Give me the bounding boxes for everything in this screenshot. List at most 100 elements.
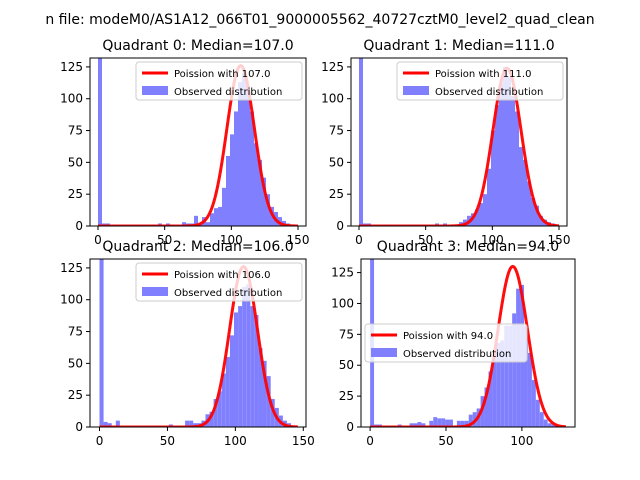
histogram-bar xyxy=(230,134,234,226)
x-tick-label: 100 xyxy=(481,233,504,247)
histogram-bar xyxy=(539,215,543,226)
histogram-bar xyxy=(254,315,259,427)
poisson-curve xyxy=(97,64,299,226)
histogram-bar xyxy=(189,420,194,427)
x-tick-label: 100 xyxy=(510,434,533,448)
histogram-bar xyxy=(464,420,469,427)
histogram-bar xyxy=(206,222,210,226)
legend-label-observed: Observed distribution xyxy=(174,87,282,98)
histogram-bar xyxy=(409,423,414,427)
legend-label-poisson: Poission with 111.0 xyxy=(435,69,531,80)
legend: Poission with 107.0 Observed distribution xyxy=(135,61,303,101)
y-tick-label: 0 xyxy=(75,219,83,233)
x-tick-label: 0 xyxy=(96,434,104,448)
histogram-bar xyxy=(483,194,487,226)
histogram-bar xyxy=(266,194,270,226)
histogram-bar xyxy=(535,399,540,427)
axes-frame xyxy=(360,258,576,428)
legend-label-poisson: Poission with 94.0 xyxy=(403,331,493,342)
y-tick-label: 125 xyxy=(331,266,354,280)
y-tick-label: 75 xyxy=(339,327,354,341)
histogram-bar xyxy=(254,143,258,226)
legend-patch-swatch xyxy=(142,86,168,95)
histogram-bar xyxy=(226,156,230,226)
y-tick-label: 75 xyxy=(68,124,83,138)
histogram-bar xyxy=(512,313,517,427)
histogram-bar xyxy=(531,198,535,226)
histogram-bar xyxy=(503,66,507,226)
histogram-bar xyxy=(234,111,238,226)
y-tick-label: 75 xyxy=(68,325,83,339)
poisson-curve xyxy=(98,265,299,427)
histogram-bar xyxy=(421,423,426,427)
histogram-bar xyxy=(417,422,422,427)
x-tick-label: 50 xyxy=(418,233,433,247)
histogram-bar xyxy=(488,371,493,427)
y-tick-label: 50 xyxy=(68,356,83,370)
x-tick-label: 0 xyxy=(366,434,374,448)
legend-box xyxy=(135,262,303,302)
histogram-bar xyxy=(433,417,438,427)
histogram-bar xyxy=(511,96,515,226)
legend-patch-swatch xyxy=(371,348,397,357)
histogram-bar xyxy=(508,325,513,427)
histogram-bar xyxy=(504,325,509,427)
y-tick-label: 25 xyxy=(329,187,344,201)
histogram-bar xyxy=(492,350,497,427)
histogram-bar xyxy=(107,423,112,427)
y-tick-label: 100 xyxy=(60,293,83,307)
histogram-bar xyxy=(484,387,489,427)
histogram-bar xyxy=(214,208,218,226)
y-tick-label: 0 xyxy=(336,219,344,233)
legend-box xyxy=(135,61,303,101)
histogram-bar xyxy=(242,73,246,226)
histogram-bar xyxy=(262,360,267,427)
axes-frame xyxy=(89,258,307,428)
x-tick-label: 150 xyxy=(292,434,315,448)
histogram-bar xyxy=(250,111,254,226)
histogram-bar xyxy=(495,105,499,226)
histogram-bar xyxy=(246,86,250,226)
histogram-bar xyxy=(479,203,483,226)
subplot-title: Quadrant 1: Median=111.0 xyxy=(363,38,554,54)
plot-area xyxy=(97,58,299,226)
y-tick-label: 75 xyxy=(329,124,344,138)
histogram-bar xyxy=(535,205,539,226)
histogram-bar xyxy=(480,396,485,427)
poisson-curve xyxy=(369,264,567,427)
y-tick-label: 100 xyxy=(321,92,344,106)
y-tick-label: 50 xyxy=(339,358,354,372)
histogram-bar xyxy=(449,419,453,427)
y-tick-label: 25 xyxy=(68,388,83,402)
histogram-bar xyxy=(487,168,491,226)
figure-suptitle: n file: modeM0/AS1A12_066T01_9000005562_… xyxy=(45,12,594,28)
histogram-bar xyxy=(225,357,230,427)
histogram-bar xyxy=(499,83,503,226)
histogram-bar xyxy=(539,412,544,427)
legend-label-observed: Observed distribution xyxy=(174,288,282,299)
legend: Poission with 94.0 Observed distribution xyxy=(364,323,528,363)
histogram-bar xyxy=(523,159,527,226)
histogram-bar xyxy=(543,419,548,427)
histogram-bar xyxy=(213,399,218,427)
histogram-bar xyxy=(234,312,239,427)
histogram-bar xyxy=(527,352,532,427)
histogram-bar xyxy=(246,284,251,427)
y-tick-label: 125 xyxy=(60,60,83,74)
x-tick-label: 100 xyxy=(224,434,247,448)
histogram-bar xyxy=(262,177,266,226)
legend-patch-swatch xyxy=(403,86,429,95)
legend: Poission with 111.0 Observed distribution xyxy=(396,61,564,101)
histogram-bar xyxy=(242,287,247,427)
histogram-bar xyxy=(98,58,102,226)
histogram-bar xyxy=(359,58,363,226)
histogram-bar xyxy=(475,209,479,226)
x-tick-label: 0 xyxy=(94,233,102,247)
legend-box xyxy=(364,323,528,363)
histogram-bar xyxy=(210,213,214,226)
histogram-bar xyxy=(221,373,226,427)
histogram-bar xyxy=(182,222,186,226)
y-tick-label: 50 xyxy=(68,155,83,169)
histogram-bar xyxy=(413,423,418,427)
